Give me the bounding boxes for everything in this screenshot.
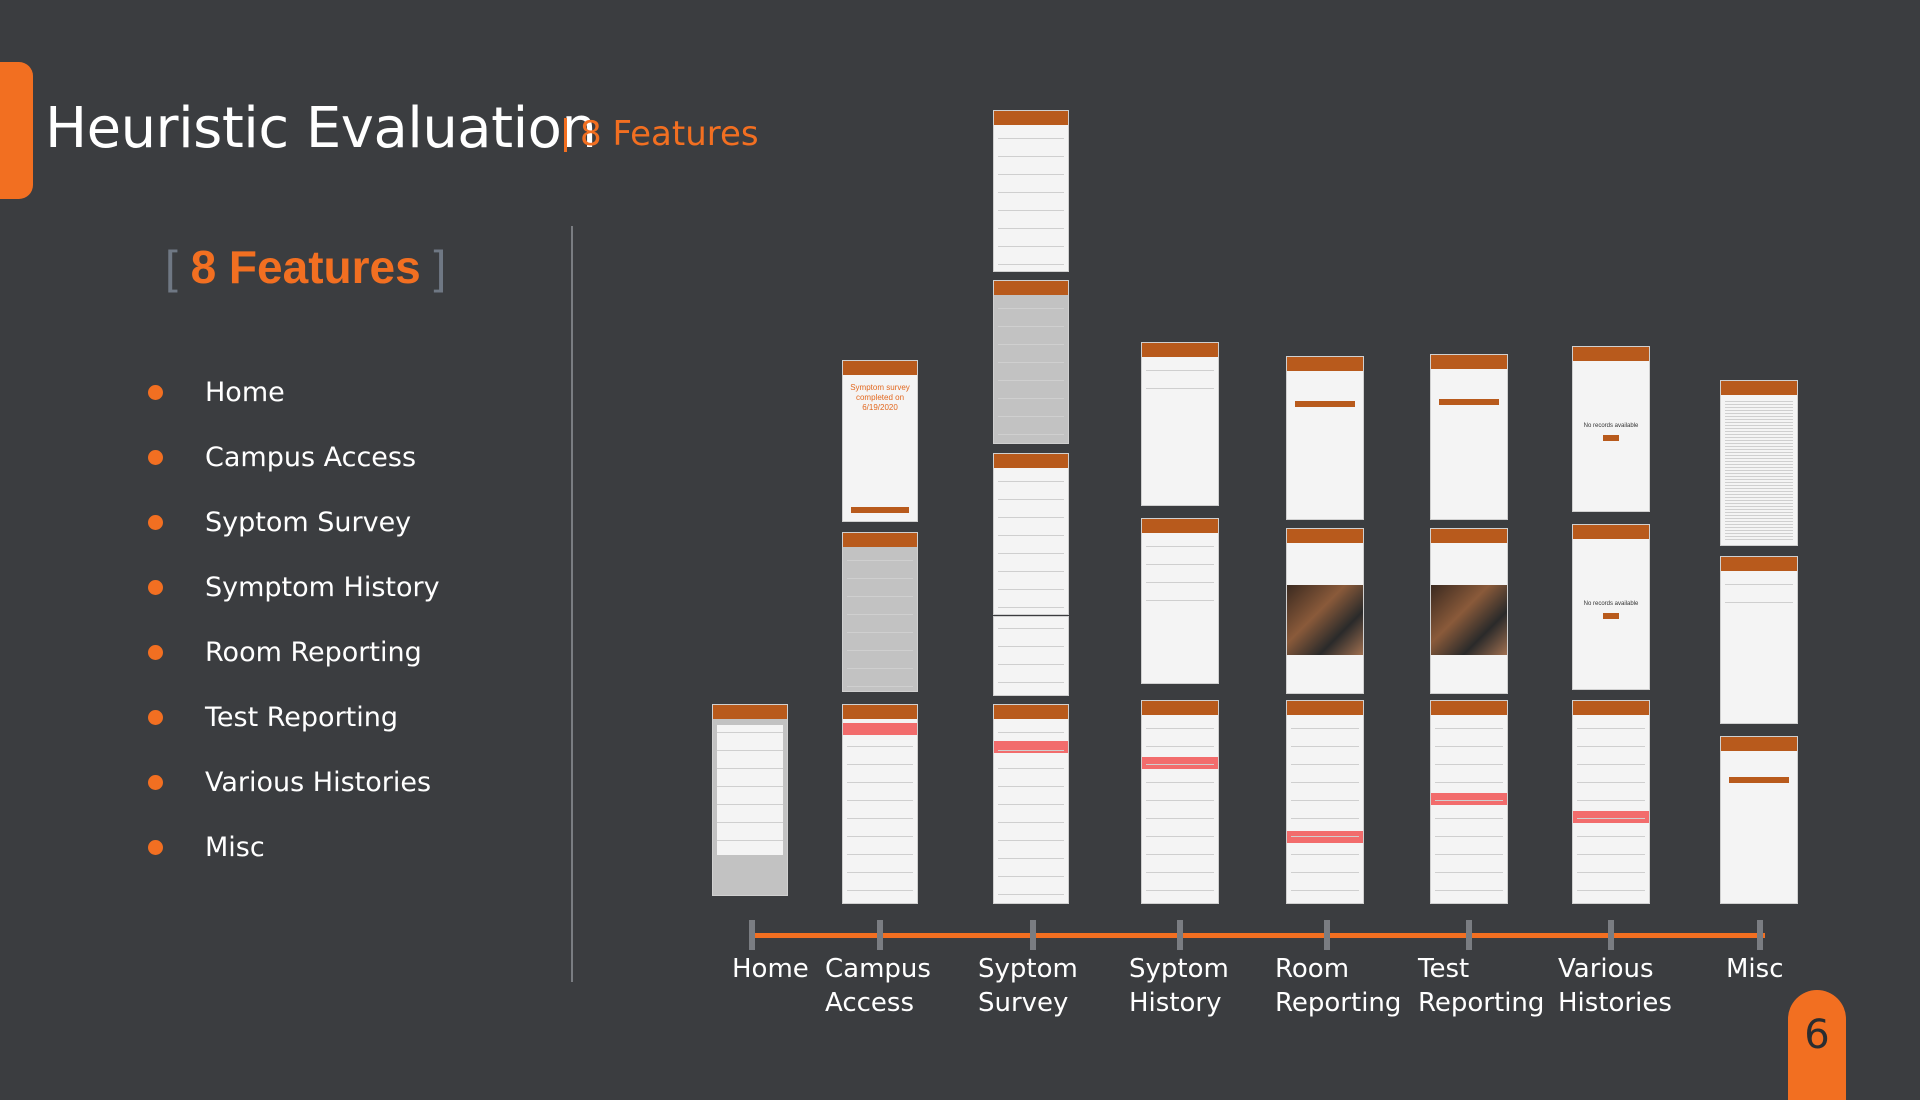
- page-subtitle: 8 Features: [580, 114, 759, 154]
- timeline-label-syptom-survey: Syptom Survey: [978, 954, 1078, 1018]
- timeline-tick: [877, 920, 883, 950]
- no-records-text: No records available: [1583, 601, 1639, 607]
- survey-completed-text: Symptom survey completed on 6/19/2020: [850, 383, 910, 412]
- histories-home-thumbnail: [1572, 700, 1650, 904]
- bullet-icon: [148, 385, 163, 400]
- feature-list: Home Campus Access Syptom Survey Symptom…: [148, 360, 440, 880]
- features-heading-text: 8 Features: [190, 241, 421, 293]
- list-item: Room Reporting: [148, 620, 440, 685]
- timeline-label-various-histories: Various Histories: [1558, 954, 1672, 1018]
- feature-label: Misc: [205, 832, 265, 863]
- misc-settings-thumbnail: [1720, 556, 1798, 724]
- timeline-tick: [1324, 920, 1330, 950]
- history-screen-1-thumbnail: [1141, 342, 1219, 506]
- feature-label: Home: [205, 377, 285, 408]
- feature-label: Various Histories: [205, 767, 432, 798]
- vertical-divider: [571, 226, 573, 982]
- timeline-tick: [1466, 920, 1472, 950]
- page-title: Heuristic Evaluation: [45, 96, 597, 161]
- survey-screen-1-thumbnail: [993, 110, 1069, 272]
- features-heading: [ 8 Features ]: [165, 240, 446, 294]
- feature-label: Room Reporting: [205, 637, 422, 668]
- list-item: Symptom History: [148, 555, 440, 620]
- timeline-label-room-reporting: Room Reporting: [1275, 954, 1402, 1018]
- survey-home-thumbnail: [993, 704, 1069, 904]
- survey-screen-3-thumbnail: [993, 453, 1069, 615]
- timeline-label-misc: Misc: [1726, 954, 1784, 984]
- list-item: Various Histories: [148, 750, 440, 815]
- no-records-text: No records available: [1583, 423, 1639, 429]
- timeline-label-syptom-history: Syptom History: [1129, 954, 1229, 1018]
- survey-screen-4-thumbnail: [993, 616, 1069, 696]
- bracket-open: [: [165, 241, 178, 293]
- room-screen-2-thumbnail: [1286, 528, 1364, 694]
- feature-label: Syptom Survey: [205, 507, 412, 538]
- bracket-close: ]: [433, 241, 447, 293]
- test-home-thumbnail: [1430, 700, 1508, 904]
- list-item: Campus Access: [148, 425, 440, 490]
- room-screen-1-thumbnail: [1286, 356, 1364, 520]
- timeline-label-campus-access: Campus Access: [825, 954, 931, 1018]
- timeline-label-home: Home: [732, 954, 809, 984]
- timeline-tick: [1757, 920, 1763, 950]
- bullet-icon: [148, 580, 163, 595]
- feature-label: Campus Access: [205, 442, 417, 473]
- timeline-tick: [749, 920, 755, 950]
- list-item: Home: [148, 360, 440, 425]
- bullet-icon: [148, 710, 163, 725]
- misc-form-thumbnail: [1720, 736, 1798, 904]
- test-screen-1-thumbnail: [1430, 354, 1508, 520]
- bullet-icon: [148, 775, 163, 790]
- accent-tab: [0, 62, 33, 199]
- misc-about-thumbnail: [1720, 380, 1798, 546]
- timeline-bar: [755, 933, 1765, 938]
- histories-screen-1-thumbnail: No records available: [1572, 346, 1650, 512]
- test-screen-2-thumbnail: [1430, 528, 1508, 694]
- history-screen-2-thumbnail: [1141, 518, 1219, 684]
- feature-label: Symptom History: [205, 572, 440, 603]
- timeline-tick: [1177, 920, 1183, 950]
- timeline-tick: [1608, 920, 1614, 950]
- home-screen-thumbnail: [712, 704, 788, 896]
- histories-screen-2-thumbnail: No records available: [1572, 524, 1650, 690]
- list-item: Misc: [148, 815, 440, 880]
- survey-screen-2-thumbnail: [993, 280, 1069, 444]
- bullet-icon: [148, 515, 163, 530]
- list-item: Syptom Survey: [148, 490, 440, 555]
- list-item: Test Reporting: [148, 685, 440, 750]
- title-separator: [564, 118, 567, 152]
- bullet-icon: [148, 645, 163, 660]
- bullet-icon: [148, 840, 163, 855]
- campus-access-dialog-thumbnail: [842, 532, 918, 692]
- bullet-icon: [148, 450, 163, 465]
- page-number: 6: [1804, 1012, 1830, 1058]
- history-home-thumbnail: [1141, 700, 1219, 904]
- campus-access-home-thumbnail: [842, 704, 918, 904]
- timeline-label-test-reporting: Test Reporting: [1418, 954, 1545, 1018]
- timeline-tick: [1030, 920, 1036, 950]
- feature-label: Test Reporting: [205, 702, 399, 733]
- room-home-thumbnail: [1286, 700, 1364, 904]
- campus-access-completed-thumbnail: Symptom survey completed on 6/19/2020: [842, 360, 918, 522]
